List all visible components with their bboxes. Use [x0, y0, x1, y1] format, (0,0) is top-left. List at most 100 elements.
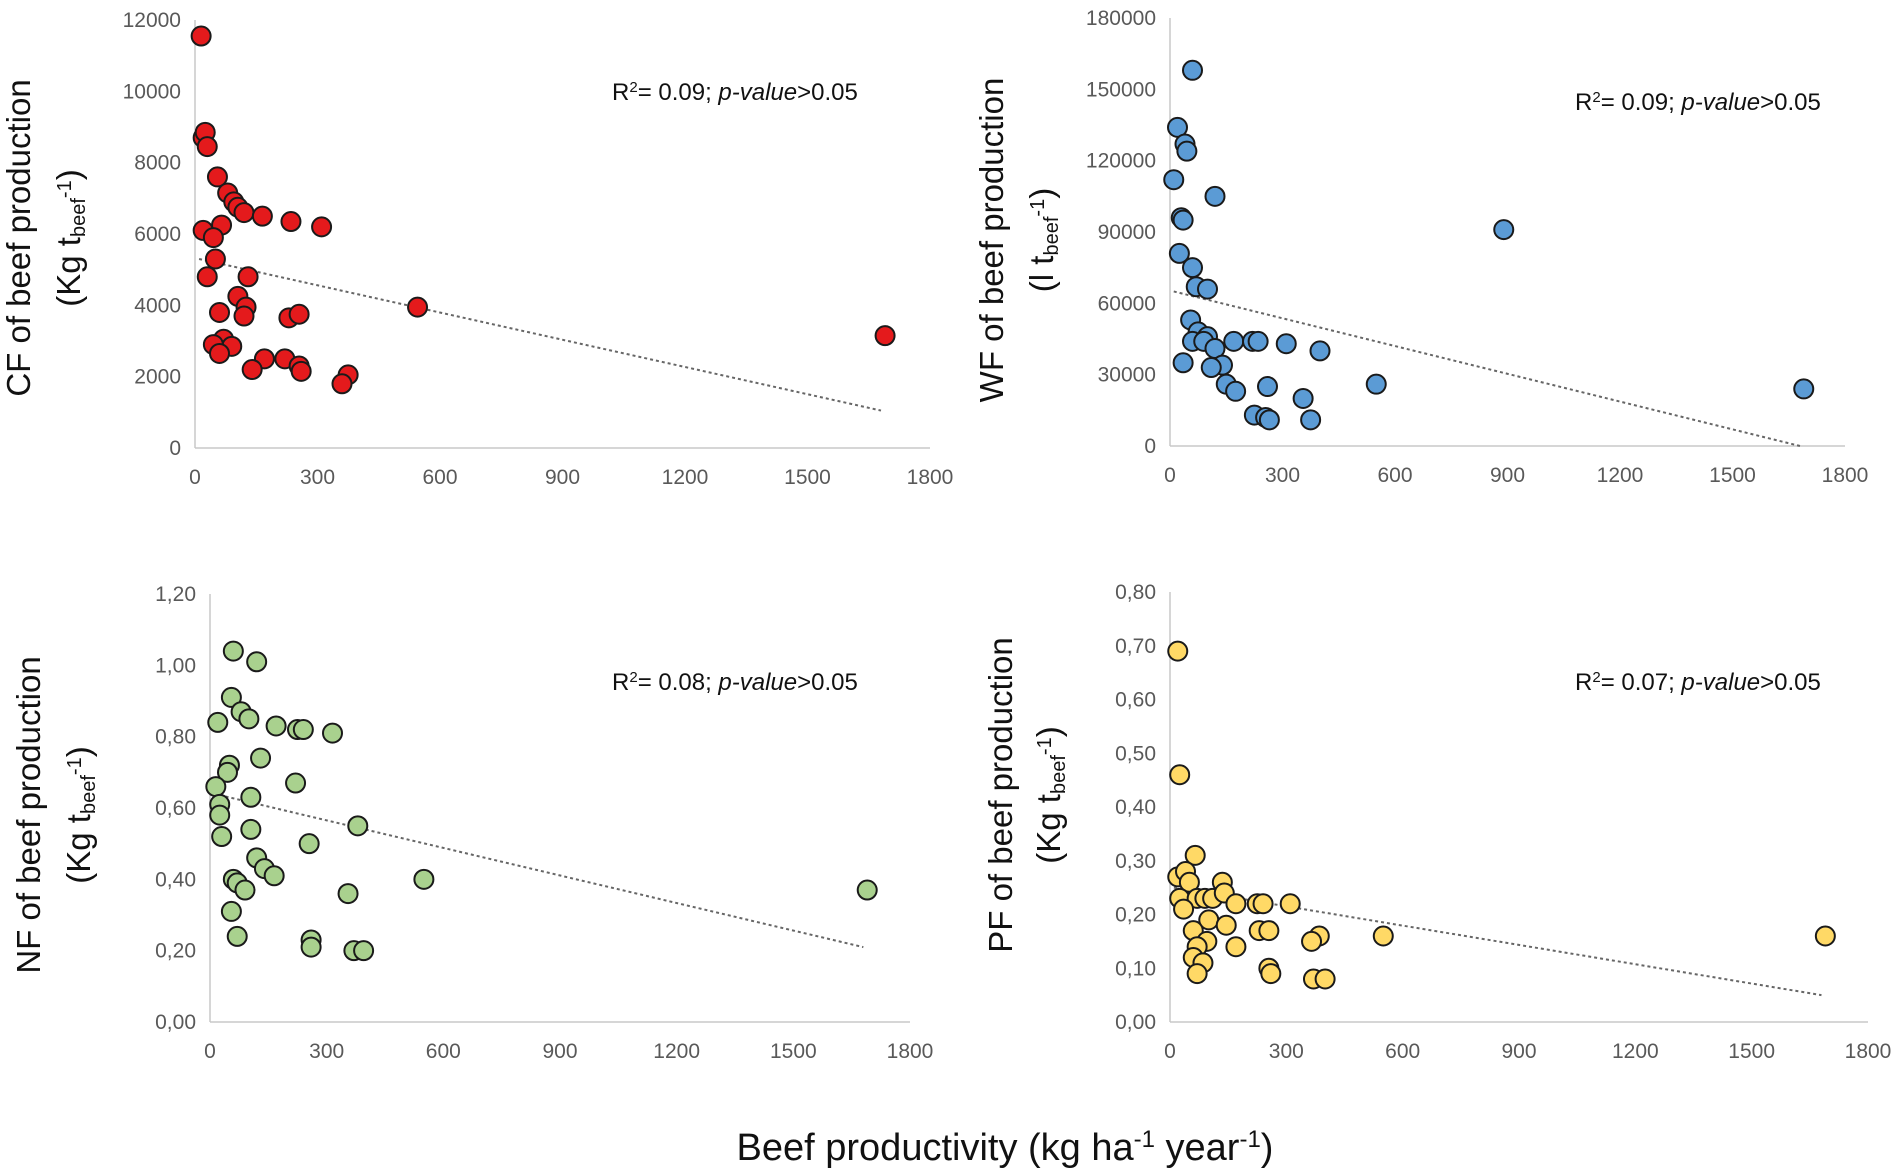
- wf-data-point: [1197, 278, 1218, 300]
- cf-x-tick-label: 0: [189, 466, 201, 489]
- cf-data-point: [196, 266, 218, 288]
- nf-points: [205, 640, 878, 962]
- wf-y-ticks: 0 30000 60000 90000 120000 150000 180000: [1086, 7, 1156, 458]
- pf-x-tick-label: 0: [1164, 1040, 1176, 1063]
- wf-r2-annotation: R2= 0.09; p-value>0.05: [1575, 89, 1821, 117]
- pf-y-tick-label: 0,00: [1115, 1011, 1156, 1034]
- nf-x-tick-label: 1200: [653, 1040, 700, 1063]
- cf-data-point: [190, 25, 212, 47]
- cf-data-point: [209, 342, 230, 364]
- shared-x-axis-label: Beef productivity (kg ha-1 year-1): [737, 1126, 1274, 1169]
- nf-data-point: [220, 686, 242, 708]
- nf-data-point: [322, 722, 343, 744]
- cf-y-tick-label: 12000: [123, 9, 181, 32]
- cf-x-tick-label: 1500: [784, 466, 831, 489]
- cf-data-point: [874, 325, 896, 347]
- cf-data-point: [233, 305, 255, 327]
- nf-data-point: [353, 940, 375, 962]
- wf-data-point: [1275, 333, 1297, 355]
- pf-data-point: [1279, 893, 1301, 915]
- cf-data-point: [311, 216, 333, 238]
- pf-points: [1167, 640, 1836, 990]
- cf-trend-line: [198, 257, 882, 412]
- pf-y-tick-label: 0,40: [1115, 796, 1156, 819]
- cf-data-point: [206, 166, 228, 188]
- cf-data-point: [280, 211, 302, 233]
- pf-data-point: [1260, 963, 1282, 985]
- wf-x-tick-label: 600: [1377, 464, 1412, 487]
- nf-y-ticks: 0,00 0,20 0,40 0,60 0,80 1,00 1,20: [155, 583, 196, 1034]
- cf-y-label-line1: CF of beef production: [0, 79, 37, 396]
- cf-x-tick-label: 600: [422, 466, 457, 489]
- nf-x-tick-label: 1800: [887, 1040, 934, 1063]
- wf-x-tick-label: 0: [1164, 464, 1176, 487]
- nf-data-point: [300, 936, 322, 958]
- wf-y-label-units: (l tbeef-1): [1023, 188, 1063, 292]
- pf-y-tick-label: 0,70: [1115, 635, 1156, 658]
- wf-data-point: [1225, 380, 1247, 402]
- nf-data-point: [265, 715, 287, 737]
- pf-data-point: [1814, 925, 1836, 947]
- wf-y-tick-label: 90000: [1098, 221, 1156, 244]
- nf-x-tick-label: 900: [542, 1040, 577, 1063]
- pf-r2-annotation: R2= 0.07; p-value>0.05: [1575, 669, 1821, 697]
- nf-data-point: [292, 719, 314, 741]
- pf-x-tick-label: 1800: [1845, 1040, 1892, 1063]
- pf-data-point: [1225, 936, 1247, 958]
- nf-data-point: [234, 879, 256, 901]
- pf-data-point: [1215, 914, 1237, 936]
- wf-data-point: [1257, 376, 1278, 398]
- wf-data-point: [1163, 169, 1185, 191]
- wf-data-point: [1292, 387, 1314, 409]
- wf-x-tick-label: 900: [1490, 464, 1525, 487]
- pf-data-point: [1301, 930, 1323, 952]
- cf-y-label: CF of beef production: [0, 79, 37, 396]
- cf-y-tick-label: 4000: [134, 294, 181, 317]
- cf-y-tick-label: 6000: [134, 223, 181, 246]
- cf-data-point: [209, 301, 230, 323]
- cf-x-tick-label: 1200: [662, 466, 709, 489]
- pf-x-tick-label: 1500: [1728, 1040, 1775, 1063]
- wf-data-point: [1168, 242, 1190, 264]
- pf-x-tick-label: 600: [1385, 1040, 1420, 1063]
- wf-data-point: [1309, 340, 1331, 362]
- wf-data-point: [1176, 140, 1198, 162]
- pf-y-tick-label: 0,20: [1115, 904, 1156, 927]
- cf-data-point: [204, 248, 226, 270]
- nf-data-point: [337, 883, 359, 905]
- wf-y-tick-label: 0: [1144, 435, 1156, 458]
- cf-y-tick-label: 8000: [134, 152, 181, 175]
- cf-data-point: [288, 303, 310, 325]
- cf-chart: 0 2000 4000 6000 8000 10000 12000 0 300 600 900 12…: [0, 9, 953, 489]
- wf-y-tick-label: 150000: [1086, 78, 1156, 101]
- nf-data-point: [205, 776, 227, 798]
- pf-chart: 0,00 0,10 0,20 0,30 0,40 0,50 0,60 0,70 0,80 0 30…: [982, 581, 1891, 1063]
- wf-x-tick-label: 1200: [1597, 464, 1644, 487]
- wf-x-tick-label: 1500: [1709, 464, 1756, 487]
- cf-data-point: [233, 202, 255, 224]
- wf-y-tick-label: 120000: [1086, 150, 1156, 173]
- wf-y-label-line1: WF of beef production: [973, 78, 1010, 403]
- wf-data-point: [1204, 185, 1226, 207]
- wf-y-tick-label: 30000: [1098, 364, 1156, 387]
- nf-data-point: [856, 879, 878, 901]
- cf-y-ticks: 0 2000 4000 6000 8000 10000 12000: [123, 9, 181, 460]
- nf-y-tick-label: 0,60: [155, 797, 196, 820]
- wf-y-tick-label: 180000: [1086, 7, 1156, 30]
- pf-data-point: [1225, 893, 1247, 915]
- pf-y-tick-label: 0,30: [1115, 850, 1156, 873]
- cf-data-point: [196, 136, 218, 158]
- wf-data-point: [1793, 378, 1815, 400]
- wf-x-tick-label: 300: [1265, 464, 1300, 487]
- wf-data-point: [1182, 257, 1203, 279]
- nf-x-tick-label: 1500: [770, 1040, 817, 1063]
- wf-points: [1163, 59, 1815, 431]
- nf-data-point: [246, 651, 268, 673]
- wf-data-point: [1172, 352, 1194, 374]
- cf-x-tick-label: 300: [300, 466, 335, 489]
- cf-data-point: [237, 266, 259, 288]
- cf-data-point: [407, 296, 429, 318]
- nf-data-point: [347, 815, 369, 837]
- nf-data-point: [413, 868, 435, 890]
